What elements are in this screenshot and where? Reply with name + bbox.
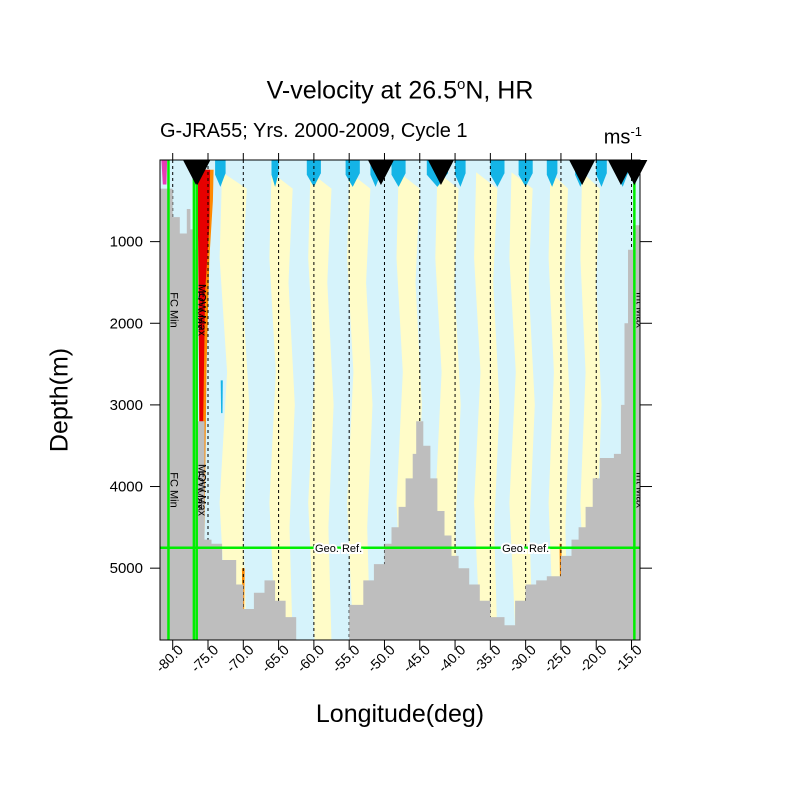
positive-band [219, 172, 250, 640]
x-tick-label: -80.0 [152, 641, 186, 675]
negative-patch [271, 160, 279, 187]
section-line-label: MOW Max [196, 464, 208, 516]
negative-patch [546, 160, 558, 187]
positive-band [548, 172, 570, 640]
surface-magenta [161, 160, 168, 185]
section-line-label: FC Min [167, 472, 179, 507]
section-line-label: Int Max [633, 292, 645, 329]
y-tick-label: 3000 [110, 397, 143, 414]
positive-band [347, 172, 373, 640]
geo-ref-label: Geo. Ref. [315, 543, 362, 555]
x-tick-label: -65.0 [258, 641, 292, 675]
x-tick-label: -50.0 [364, 641, 398, 675]
positive-band [474, 172, 500, 640]
chart-subtitle: G-JRA55; Yrs. 2000-2009, Cycle 1 [160, 120, 468, 142]
geo-ref-label: Geo. Ref. [502, 543, 549, 555]
x-tick-label: -40.0 [435, 641, 469, 675]
x-tick-label: -30.0 [505, 641, 539, 675]
section-line-label: MOW Max [196, 284, 208, 336]
x-tick-label: -15.0 [611, 641, 645, 675]
mooring-marker [569, 160, 596, 185]
negative-patch [596, 160, 607, 187]
x-tick-label: -35.0 [470, 641, 504, 675]
x-tick-label: -25.0 [540, 641, 574, 675]
negative-patch [455, 160, 466, 187]
negative-patch [490, 160, 505, 187]
mooring-marker [184, 160, 211, 185]
x-tick-label: -75.0 [188, 641, 222, 675]
positive-band [308, 172, 334, 640]
positive-band [269, 172, 295, 640]
x-tick-label: -20.0 [576, 641, 610, 675]
bathymetry [160, 188, 640, 640]
section-line-label: Int Max [633, 472, 645, 509]
x-tick-label: -70.0 [223, 641, 257, 675]
negative-patch [215, 160, 226, 187]
plot-frame [159, 159, 641, 641]
geo-ref-line: Geo. Ref. Geo. Ref. [160, 541, 640, 557]
x-tick-label: -55.0 [329, 641, 363, 675]
units-label: ms-1 [603, 124, 642, 149]
mooring-marker [621, 160, 648, 185]
x-axis-label: Longitude(deg) [315, 700, 485, 728]
mooring-markers [183, 160, 648, 185]
mooring-marker [367, 160, 394, 185]
positive-band [509, 172, 535, 640]
mooring-marker [427, 160, 454, 185]
velocity-contours [161, 160, 628, 640]
chart-title: V-velocity at 26.5oN, HR [266, 76, 534, 105]
x-tick-label: -45.0 [399, 641, 433, 675]
y-tick-label: 2000 [110, 315, 143, 332]
y-tick-label: 5000 [110, 560, 143, 577]
y-tick-label: 1000 [110, 234, 143, 251]
y-tick-label: 4000 [110, 479, 143, 496]
negative-patch [220, 380, 223, 414]
negative-patch [391, 160, 406, 187]
section-line-label: FC Min [167, 292, 179, 327]
x-tick-label: -60.0 [293, 641, 327, 675]
